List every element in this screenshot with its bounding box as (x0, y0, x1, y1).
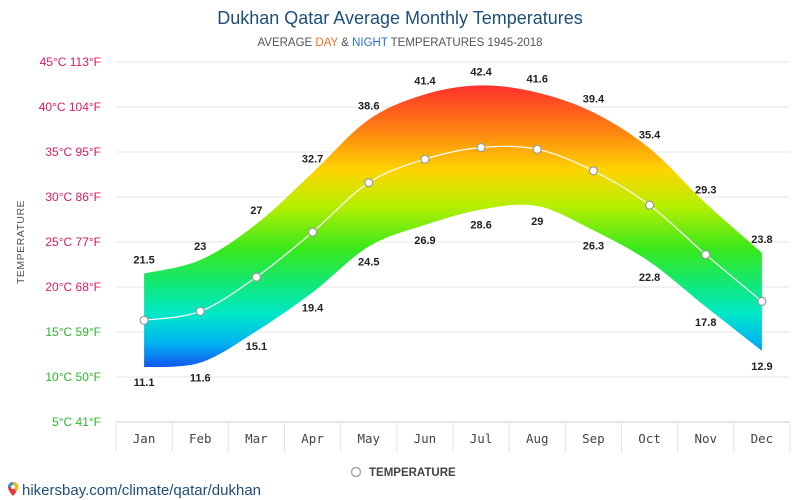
day-value-label: 23 (194, 241, 206, 253)
y-tick-label: 5°C 41°F (52, 415, 101, 429)
day-night-band-area (144, 85, 762, 368)
x-tick-label: May (357, 431, 380, 446)
y-tick-label: 40°C 104°F (39, 100, 101, 114)
x-tick-label: Apr (301, 431, 324, 446)
night-value-label: 29 (531, 216, 543, 228)
x-tick-label: Aug (526, 431, 549, 446)
subtitle-day: DAY (315, 37, 338, 49)
y-tick-label: 10°C 50°F (45, 370, 101, 384)
mean-temperature-series (139, 142, 767, 325)
footer-link[interactable]: hikersbay.com/climate/qatar/dukhan (8, 482, 261, 499)
subtitle-prefix: AVERAGE (257, 37, 315, 49)
location-pin-icon (8, 482, 18, 496)
night-value-label: 11.1 (134, 377, 155, 389)
night-value-label: 22.8 (639, 272, 660, 284)
y-tick-label: 45°C 113°F (40, 55, 101, 69)
mean-temperature-point[interactable] (364, 178, 374, 188)
footer-text: hikersbay.com/climate/qatar/dukhan (22, 482, 261, 499)
day-value-label: 29.3 (695, 184, 716, 196)
mean-temperature-point[interactable] (420, 154, 430, 164)
x-tick-label: Sep (582, 431, 605, 446)
legend-label: TEMPERATURE (369, 467, 456, 479)
y-tick-label: 20°C 68°F (45, 280, 101, 294)
mean-temperature-line (143, 145, 763, 321)
x-tick-label: Oct (638, 431, 661, 446)
y-axis-ticks: 45°C 113°F 40°C 104°F 35°C 95°F 30°C 86°F 25… (39, 55, 101, 429)
legend-marker-icon (350, 466, 362, 478)
x-tick-label: Nov (694, 431, 717, 446)
day-value-label: 39.4 (583, 93, 605, 105)
night-value-label: 24.5 (358, 257, 379, 269)
subtitle-suffix: TEMPERATURES 1945-2018 (388, 37, 543, 49)
night-value-label: 11.6 (190, 373, 211, 385)
y-axis-label: TEMPERATURE (15, 200, 27, 284)
mean-temperature-point[interactable] (644, 200, 655, 210)
x-tick-label: Jul (470, 431, 493, 446)
night-value-label: 15.1 (246, 341, 267, 353)
day-value-label: 41.6 (527, 74, 548, 86)
mean-temperature-point[interactable] (195, 306, 205, 316)
night-value-label: 28.6 (470, 220, 491, 232)
day-value-label: 38.6 (358, 101, 379, 113)
y-tick-label: 30°C 86°F (45, 190, 101, 204)
mean-temperature-point[interactable] (139, 315, 149, 325)
mean-temperature-point[interactable] (251, 272, 262, 282)
x-tick-label: Jun (414, 431, 437, 446)
x-tick-label: Feb (189, 431, 212, 446)
subtitle-amp: & (338, 37, 352, 49)
night-value-label: 19.4 (302, 302, 324, 314)
y-tick-label: 35°C 95°F (45, 145, 101, 159)
day-value-label: 23.8 (751, 234, 772, 246)
day-value-label: 27 (250, 205, 262, 217)
night-value-label: 12.9 (751, 361, 772, 373)
mean-temperature-point[interactable] (307, 227, 318, 237)
x-tick-label: Dec (751, 431, 774, 446)
data-labels: 21.5 23 27 32.7 38.6 41.4 42.4 41.6 39.4 35.4 29.3… (133, 66, 772, 389)
x-tick-label: Jan (133, 431, 156, 446)
chart-subtitle: AVERAGE DAY & NIGHT TEMPERATURES 1945-20… (257, 37, 542, 49)
day-value-label: 42.4 (470, 66, 492, 78)
night-value-label: 17.8 (695, 317, 716, 329)
mean-temperature-point[interactable] (532, 144, 542, 154)
night-value-label: 26.9 (414, 235, 435, 247)
subtitle-night: NIGHT (352, 37, 388, 49)
legend[interactable]: TEMPERATURE (350, 466, 457, 479)
mean-temperature-point[interactable] (588, 166, 599, 176)
day-value-label: 35.4 (639, 129, 661, 141)
x-axis: Jan Feb Mar Apr May Jun Jul Aug Sep Oct Nov Dec (115, 421, 791, 452)
y-tick-label: 25°C 77°F (45, 235, 101, 249)
mean-temperature-point[interactable] (701, 250, 711, 260)
mean-temperature-point[interactable] (757, 296, 767, 306)
mean-temperature-point[interactable] (476, 142, 486, 153)
day-value-label: 32.7 (302, 154, 323, 166)
night-value-label: 26.3 (583, 240, 604, 252)
temperature-band (144, 85, 762, 368)
day-value-label: 41.4 (414, 75, 436, 87)
x-tick-label: Mar (245, 431, 268, 446)
day-value-label: 21.5 (133, 255, 154, 267)
y-tick-label: 15°C 59°F (45, 325, 101, 339)
chart-title: Dukhan Qatar Average Monthly Temperature… (217, 8, 583, 28)
